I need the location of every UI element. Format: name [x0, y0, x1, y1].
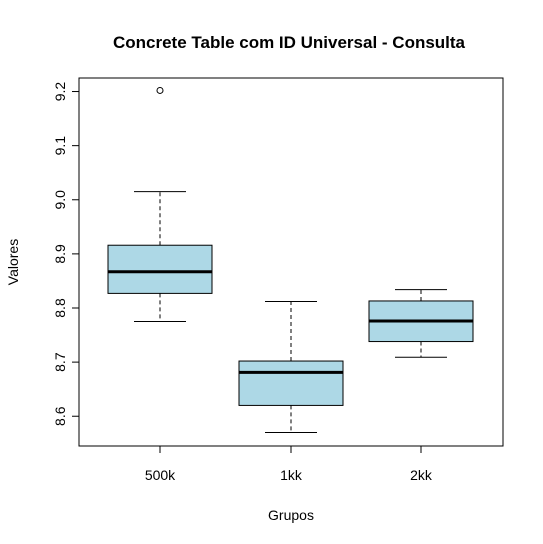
x-tick-label: 2kk	[410, 467, 433, 483]
y-axis: 8.6 8.7 8.8 8.9 9.0 9.1 9.2	[52, 82, 79, 426]
x-axis: 500k 1kk 2kk	[145, 446, 433, 483]
y-tick-label: 8.8	[52, 298, 68, 318]
box-500k	[107, 244, 213, 294]
box-1kk	[238, 360, 344, 406]
x-tick-label: 1kk	[280, 467, 303, 483]
y-axis-label: Valores	[5, 239, 21, 285]
outlier-point	[156, 86, 164, 94]
chart-title: Concrete Table com ID Universal - Consul…	[113, 33, 466, 52]
y-tick-label: 8.7	[52, 352, 68, 372]
y-tick-label: 8.9	[52, 244, 68, 264]
y-tick-label: 8.6	[52, 406, 68, 426]
y-tick-label: 9.0	[52, 190, 68, 210]
x-axis-label: Grupos	[268, 507, 314, 523]
box-group	[107, 86, 474, 433]
y-tick-label: 9.2	[52, 82, 68, 102]
x-tick-label: 500k	[145, 467, 176, 483]
y-tick-label: 9.1	[52, 136, 68, 156]
